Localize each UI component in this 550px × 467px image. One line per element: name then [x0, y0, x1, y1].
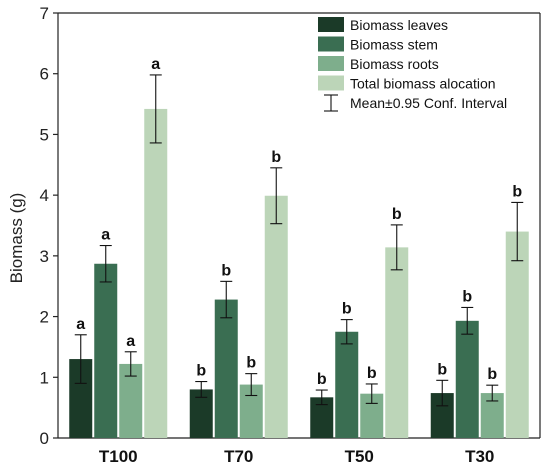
legend-swatch	[318, 56, 344, 71]
legend-entry: Total biomass alocation	[350, 76, 496, 92]
significance-label: b	[271, 149, 281, 166]
y-tick-label: 6	[40, 65, 49, 84]
bar-t70-series-2	[214, 299, 238, 438]
bar-t100-series-4	[144, 108, 168, 438]
legend-swatch	[318, 17, 344, 32]
legend-errorbar-label: Mean±0.95 Conf. Interval	[350, 95, 507, 111]
legend-swatch	[318, 36, 344, 52]
significance-label: b	[221, 262, 231, 279]
y-tick-label: 0	[40, 429, 49, 448]
significance-label: b	[342, 301, 352, 318]
bar-t30-series-1	[430, 393, 454, 438]
bar-t30-series-2	[455, 320, 479, 438]
significance-label: b	[317, 371, 327, 388]
legend-entry: Biomass stem	[350, 37, 438, 53]
significance-label: b	[462, 288, 472, 305]
bar-t70-series-4	[264, 195, 288, 438]
legend-entry: Biomass roots	[350, 56, 439, 72]
bar-t50-series-2	[335, 331, 359, 438]
significance-label: b	[487, 366, 497, 383]
category-label: T30	[465, 447, 494, 466]
bar-t100-series-1	[69, 359, 93, 438]
significance-label: a	[101, 227, 110, 244]
significance-label: b	[196, 363, 206, 380]
legend-entry: Biomass leaves	[350, 17, 448, 33]
bar-t30-series-3	[480, 393, 504, 438]
bar-t70-series-1	[189, 389, 213, 438]
significance-label: b	[437, 361, 447, 378]
significance-label: b	[512, 183, 522, 200]
bar-t30-series-4	[505, 231, 529, 438]
y-tick-label: 7	[40, 4, 49, 23]
category-label: T50	[345, 447, 374, 466]
category-label: T100	[99, 447, 138, 466]
y-tick-label: 2	[40, 308, 49, 327]
bar-t100-series-2	[94, 263, 118, 438]
y-axis-title: Biomass (g)	[7, 193, 26, 284]
bar-t70-series-3	[239, 384, 263, 438]
bar-t50-series-4	[385, 247, 409, 438]
significance-label: b	[392, 206, 402, 223]
significance-label: a	[76, 316, 85, 333]
y-tick-label: 4	[40, 186, 49, 205]
y-tick-label: 1	[40, 368, 49, 387]
bar-t100-series-3	[119, 363, 143, 438]
significance-label: a	[126, 333, 135, 350]
bar-t50-series-3	[360, 393, 384, 438]
category-label: T70	[224, 447, 253, 466]
legend-swatch	[318, 75, 344, 91]
y-tick-label: 3	[40, 247, 49, 266]
legend: Biomass leaves Biomass stem Biomass roots T…	[318, 17, 507, 112]
significance-label: b	[367, 365, 377, 382]
bars: a a a a b b b b b b b b b b b b	[69, 56, 529, 438]
significance-label: a	[151, 56, 160, 73]
bar-t50-series-1	[310, 397, 334, 438]
y-tick-label: 5	[40, 125, 49, 144]
significance-label: b	[246, 355, 256, 372]
